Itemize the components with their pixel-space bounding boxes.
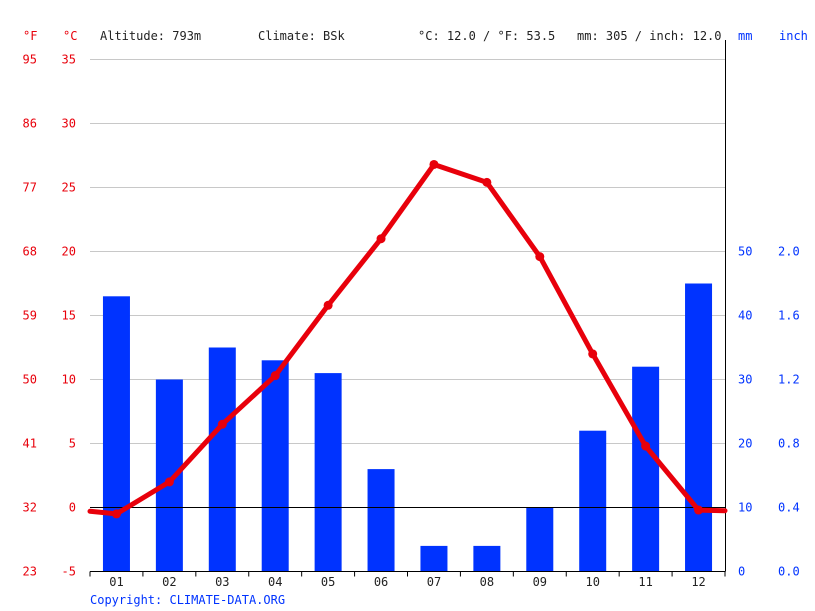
temperature-point: [588, 349, 598, 359]
fahrenheit-tick-label: 95: [23, 53, 37, 67]
inch-tick-label: 1.2: [778, 373, 800, 387]
temperature-point: [164, 477, 174, 487]
temperature-point: [429, 159, 439, 169]
mm-tick-label: 0: [738, 565, 745, 579]
copyright-label: Copyright: CLIMATE-DATA.ORG: [90, 593, 285, 607]
mm-tick-label: 20: [738, 437, 752, 451]
inch-tick-label: 0.4: [778, 501, 800, 515]
celsius-tick-label: 20: [62, 245, 76, 259]
precipitation-total-label: mm: 305 / inch: 12.0: [577, 29, 722, 43]
right-axis: 0 0.0 10 0.4 20 0.8 30 1.2 40 1.6 50 2.0: [725, 40, 800, 579]
left-axis: -5 23 0 32 5 41 10 50 15 59 20 68 25 77 30 86 35 95: [23, 53, 76, 579]
temperature-point: [482, 177, 492, 187]
month-tick-label: 12: [691, 575, 705, 589]
x-axis: 01 02 03 04 05 06 07 08 09 10 11 12: [89, 507, 726, 589]
fahrenheit-tick-label: 23: [23, 565, 37, 579]
temperature-point: [111, 509, 121, 519]
inch-tick-label: 0.0: [778, 565, 800, 579]
month-tick-label: 05: [321, 575, 335, 589]
fahrenheit-tick-label: 50: [23, 373, 37, 387]
fahrenheit-tick-label: 68: [23, 245, 37, 259]
precipitation-bar: [102, 296, 130, 572]
grid-lines: [90, 59, 725, 572]
precipitation-bar: [473, 545, 501, 572]
celsius-tick-label: 35: [62, 53, 76, 67]
fahrenheit-tick-label: 86: [23, 117, 37, 131]
month-tick-label: 03: [215, 575, 229, 589]
temperature-average-label: °C: 12.0 / °F: 53.5: [418, 29, 555, 43]
celsius-tick-label: 25: [62, 181, 76, 195]
celsius-tick-label: 10: [62, 373, 76, 387]
celsius-tick-label: 30: [62, 117, 76, 131]
month-tick-label: 09: [533, 575, 547, 589]
fahrenheit-unit-label: °F: [23, 29, 37, 43]
month-tick-label: 01: [109, 575, 123, 589]
temperature-line: [87, 159, 728, 519]
mm-tick-label: 40: [738, 309, 752, 323]
fahrenheit-tick-label: 59: [23, 309, 37, 323]
altitude-label: Altitude: 793m: [100, 29, 201, 43]
temperature-point: [270, 371, 280, 381]
precipitation-bar: [314, 373, 342, 572]
climate-label: Climate: BSk: [258, 29, 345, 43]
precipitation-bar: [420, 545, 448, 572]
month-tick-label: 11: [638, 575, 652, 589]
precipitation-bar: [632, 366, 660, 572]
precipitation-bar: [685, 283, 713, 572]
celsius-tick-label: 5: [69, 437, 76, 451]
month-tick-label: 06: [374, 575, 388, 589]
inch-tick-label: 2.0: [778, 245, 800, 259]
temperature-point: [376, 234, 386, 244]
fahrenheit-tick-label: 41: [23, 437, 37, 451]
temperature-series-line: [87, 162, 728, 517]
inch-unit-label: inch: [779, 29, 808, 43]
precipitation-bar: [208, 347, 236, 572]
inch-tick-label: 1.6: [778, 309, 800, 323]
month-tick-label: 07: [427, 575, 441, 589]
temperature-point: [694, 505, 704, 515]
month-tick-label: 08: [480, 575, 494, 589]
month-tick-label: 02: [162, 575, 176, 589]
month-tick-label: 04: [268, 575, 282, 589]
temperature-point: [217, 419, 227, 429]
mm-tick-label: 30: [738, 373, 752, 387]
temperature-point: [641, 441, 651, 451]
precipitation-bar: [367, 469, 395, 572]
mm-tick-label: 50: [738, 245, 752, 259]
celsius-unit-label: °C: [63, 29, 77, 43]
precipitation-bar: [526, 507, 554, 572]
precipitation-bar: [579, 430, 607, 572]
month-tick-label: 10: [585, 575, 599, 589]
fahrenheit-tick-label: 77: [23, 181, 37, 195]
precipitation-bar: [261, 360, 289, 572]
precipitation-bars: [102, 283, 713, 572]
celsius-tick-label: 15: [62, 309, 76, 323]
precipitation-bar: [155, 379, 183, 572]
mm-tick-label: 10: [738, 501, 752, 515]
celsius-tick-label: -5: [62, 565, 76, 579]
inch-tick-label: 0.8: [778, 437, 800, 451]
mm-unit-label: mm: [738, 29, 752, 43]
temperature-point: [535, 252, 545, 262]
celsius-tick-label: 0: [69, 501, 76, 515]
temperature-point: [323, 300, 333, 310]
fahrenheit-tick-label: 32: [23, 501, 37, 515]
